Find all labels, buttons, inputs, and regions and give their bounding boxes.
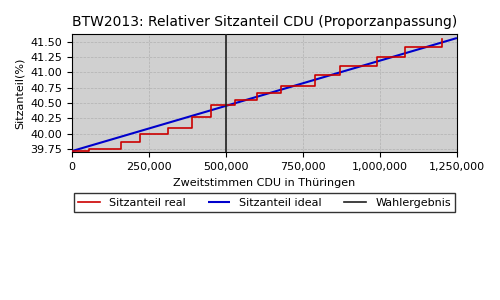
Sitzanteil real xyxy=(69,149,75,153)
Legend: Sitzanteil real, Sitzanteil ideal, Wahlergebnis: Sitzanteil real, Sitzanteil ideal, Wahle… xyxy=(74,193,456,212)
Sitzanteil real xyxy=(189,115,195,119)
Y-axis label: Sitzanteil(%): Sitzanteil(%) xyxy=(15,58,25,129)
Title: BTW2013: Relativer Sitzanteil CDU (Proporzanpassung): BTW2013: Relativer Sitzanteil CDU (Propo… xyxy=(72,15,457,29)
Line: Sitzanteil real: Sitzanteil real xyxy=(72,39,442,151)
Sitzanteil real xyxy=(337,74,343,77)
X-axis label: Zweitstimmen CDU in Thüringen: Zweitstimmen CDU in Thüringen xyxy=(174,178,356,188)
Sitzanteil real xyxy=(278,84,284,88)
Sitzanteil real xyxy=(86,149,92,153)
Sitzanteil real xyxy=(278,92,284,95)
Sitzanteil real xyxy=(254,92,260,95)
Sitzanteil real xyxy=(438,37,444,40)
